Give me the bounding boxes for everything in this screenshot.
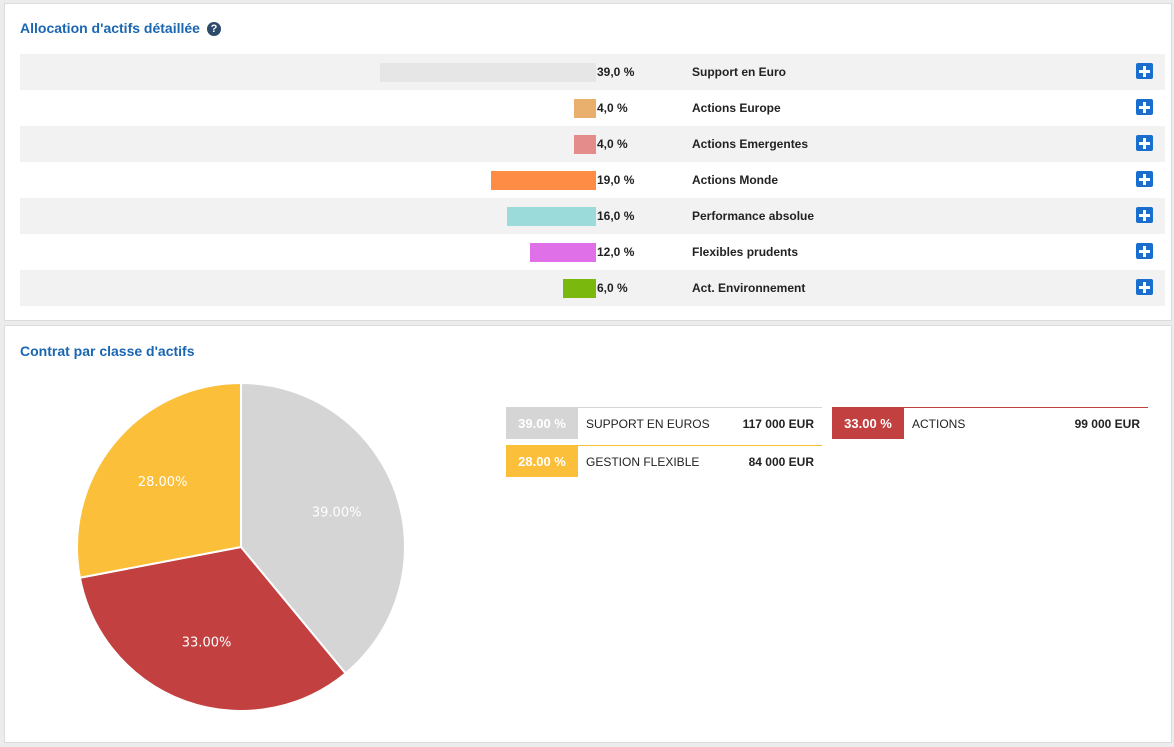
legend-amount: 99 000 EUR — [1074, 417, 1140, 431]
help-icon[interactable]: ? — [206, 22, 221, 36]
pie-slice-label: 39.00% — [312, 506, 362, 521]
allocation-percent: 39,0 % — [597, 65, 635, 79]
expand-plus-icon[interactable] — [1136, 135, 1153, 151]
allocation-bar — [530, 243, 596, 262]
expand-plus-icon[interactable] — [1136, 243, 1153, 259]
allocation-row: 4,0 % Actions Europe — [20, 90, 1165, 126]
allocation-percent: 6,0 % — [597, 281, 628, 295]
expand-plus-icon[interactable] — [1136, 171, 1153, 187]
legend-name: SUPPORT EN EUROS — [586, 417, 710, 431]
allocation-row: 6,0 % Act. Environnement — [20, 270, 1165, 306]
allocation-label: Performance absolue — [692, 209, 815, 223]
expand-plus-icon[interactable] — [1136, 63, 1153, 79]
allocation-percent: 16,0 % — [597, 209, 635, 223]
allocation-label: Actions Monde — [692, 173, 778, 187]
allocation-label: Support en Euro — [692, 65, 786, 79]
legend-name: GESTION FLEXIBLE — [586, 455, 700, 469]
legend-percent-badge: 28.00 % — [506, 446, 578, 477]
pie-slice[interactable] — [76, 381, 242, 579]
contrat-panel: Contrat par classe d'actifs 39.00% 33.00%… — [4, 325, 1172, 743]
expand-plus-icon[interactable] — [1136, 279, 1153, 295]
pie-slice[interactable] — [240, 381, 406, 675]
allocation-percent: 19,0 % — [597, 173, 635, 187]
allocation-row: 12,0 % Flexibles prudents — [20, 234, 1165, 270]
contrat-title: Contrat par classe d'actifs — [20, 343, 195, 359]
legend-percent-badge: 39.00 % — [506, 408, 578, 439]
pie-slice[interactable] — [78, 545, 347, 712]
allocation-row: 19,0 % Actions Monde — [20, 162, 1165, 198]
allocation-percent: 12,0 % — [597, 245, 635, 259]
asset-class-pie-chart: 39.00% 33.00% 28.00% — [76, 381, 406, 712]
legend-item: 39.00 % SUPPORT EN EUROS 117 000 EUR — [506, 407, 822, 439]
allocation-title: Allocation d'actifs détaillée? — [20, 20, 221, 36]
legend-amount: 84 000 EUR — [748, 455, 814, 469]
legend-amount: 117 000 EUR — [742, 417, 814, 431]
allocation-bar — [574, 99, 596, 118]
allocation-bar — [507, 207, 596, 226]
allocation-label: Actions Emergentes — [692, 137, 809, 151]
expand-plus-icon[interactable] — [1136, 207, 1153, 223]
legend-item: 33.00 % ACTIONS 99 000 EUR — [832, 407, 1148, 439]
allocation-row: 16,0 % Performance absolue — [20, 198, 1165, 234]
legend-item: 28.00 % GESTION FLEXIBLE 84 000 EUR — [506, 445, 822, 477]
expand-plus-icon[interactable] — [1136, 99, 1153, 115]
allocation-label: Flexibles prudents — [692, 245, 799, 259]
allocation-bar — [574, 135, 596, 154]
pie-slice-label: 33.00% — [182, 636, 232, 651]
allocation-row: 39,0 % Support en Euro — [20, 54, 1165, 90]
legend-percent-badge: 33.00 % — [832, 408, 904, 439]
allocation-row: 4,0 % Actions Emergentes — [20, 126, 1165, 162]
pie-slice-label: 28.00% — [138, 475, 188, 490]
allocation-bar — [491, 171, 596, 190]
allocation-title-text: Allocation d'actifs détaillée — [20, 20, 200, 36]
allocation-label: Actions Europe — [692, 101, 781, 115]
allocation-bar — [380, 63, 596, 82]
legend-name: ACTIONS — [912, 417, 966, 431]
allocation-percent: 4,0 % — [597, 101, 628, 115]
allocation-label: Act. Environnement — [692, 281, 806, 295]
allocation-bar — [563, 279, 596, 298]
allocation-percent: 4,0 % — [597, 137, 628, 151]
allocation-panel: Allocation d'actifs détaillée? 39,0 % Sup… — [4, 3, 1172, 321]
